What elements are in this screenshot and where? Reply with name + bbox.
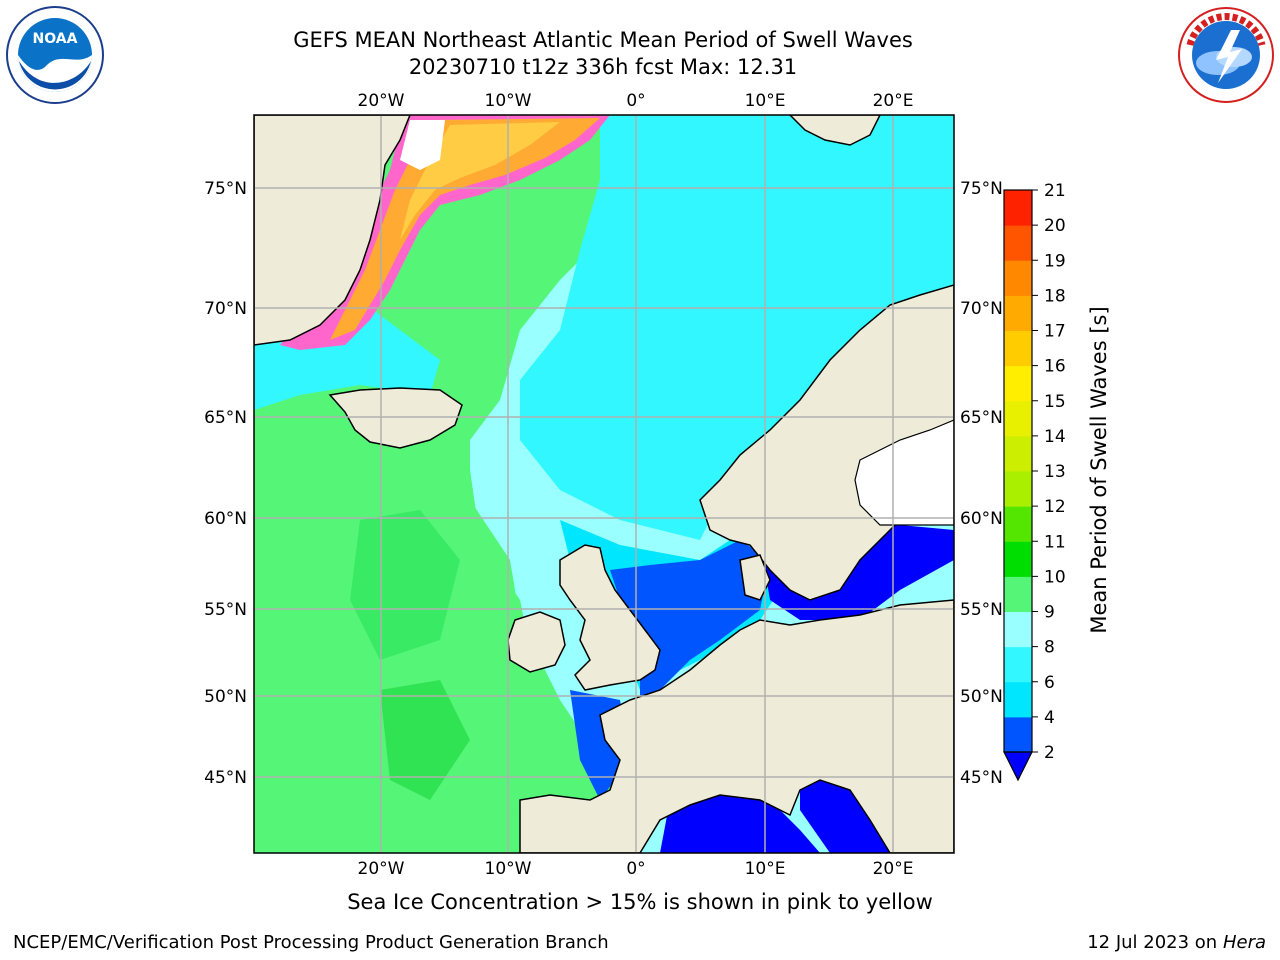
colorbar-segment — [1004, 190, 1032, 226]
colorbar-tick-label: 10 — [1044, 567, 1066, 587]
land — [254, 115, 954, 853]
colorbar-tick-label: 8 — [1044, 638, 1055, 658]
colorbar-tick-label: 16 — [1044, 357, 1066, 377]
colorbar-tick-label: 18 — [1044, 286, 1066, 306]
colorbar-segment — [1004, 435, 1032, 472]
lat-label-left: 50°N — [204, 687, 247, 707]
colorbar-segment — [1004, 506, 1032, 542]
lon-label-top: 10°W — [485, 91, 532, 111]
swell-field-cyan-north — [520, 115, 954, 540]
colorbar-segment — [1004, 541, 1032, 577]
lat-label-right: 55°N — [960, 600, 1003, 620]
colorbar-segment — [1004, 576, 1032, 612]
lat-label-right: 60°N — [960, 509, 1003, 529]
map-frame — [253, 114, 955, 854]
colorbar-tick-label: 15 — [1044, 392, 1066, 412]
mainland-europe — [519, 599, 954, 853]
colorbar-tick-label: 20 — [1044, 216, 1066, 236]
graticule — [254, 115, 954, 853]
lon-label-bottom: 20°W — [358, 859, 405, 879]
footer-credit: NCEP/EMC/Verification Post Processing Pr… — [13, 932, 609, 953]
map-area — [254, 115, 954, 853]
colorbar-tick-label: 2 — [1044, 743, 1055, 763]
colorbar-tick-label: 6 — [1044, 673, 1055, 693]
colorbar-tick-label: 13 — [1044, 462, 1066, 482]
lat-label-left: 75°N — [204, 179, 247, 199]
lon-label-bottom: 10°W — [485, 859, 532, 879]
colorbar-tick-label: 4 — [1044, 708, 1055, 728]
colorbar-segment — [1004, 681, 1032, 718]
colorbar-extend-arrow — [1003, 751, 1033, 782]
colorbar-segment — [1004, 716, 1032, 753]
lat-label-left: 45°N — [204, 768, 247, 788]
lon-label-top: 20°W — [358, 91, 405, 111]
lon-label-bottom: 10°E — [745, 859, 786, 879]
colorbar-segment — [1004, 611, 1032, 648]
colorbar-segment — [1004, 330, 1032, 367]
colorbar-label: Mean Period of Swell Waves [s] — [1087, 306, 1111, 633]
lat-label-right: 65°N — [960, 408, 1003, 428]
colorbar-tick-label: 21 — [1044, 181, 1066, 201]
colorbar-segment — [1004, 646, 1032, 683]
colorbar: 2 4 6 8 9 10 11 12 13 14 15 16 17 18 19 20 21 — [1003, 181, 1066, 782]
colorbar-segment — [1004, 225, 1032, 261]
colorbar-tick-label: 12 — [1044, 497, 1066, 517]
colorbar-segment — [1004, 400, 1032, 437]
lon-label-top: 0° — [626, 91, 645, 111]
colorbar-tick-label: 9 — [1044, 603, 1055, 623]
sea-ice-caption: Sea Ice Concentration > 15% is shown in … — [347, 890, 933, 914]
footer-host: Hera — [1222, 932, 1266, 953]
footer-date-text: 12 Jul 2023 on — [1087, 932, 1223, 953]
lat-label-left: 60°N — [204, 509, 247, 529]
colorbar-segment — [1004, 295, 1032, 331]
noaa-logo-text: NOAA — [33, 31, 78, 47]
colorbar-segment — [1004, 260, 1032, 296]
lon-label-top: 10°E — [745, 91, 786, 111]
colorbar-tick-label: 19 — [1044, 251, 1066, 271]
greenland — [254, 115, 411, 346]
colorbar-segment — [1004, 365, 1032, 402]
lon-label-bottom: 20°E — [873, 859, 914, 879]
colorbar-segment — [1004, 471, 1032, 507]
iceland — [328, 387, 463, 449]
colorbar-tick-label: 11 — [1044, 532, 1066, 552]
lat-label-left: 65°N — [204, 408, 247, 428]
nws-logo — [1178, 7, 1274, 103]
colorbar-tick-label: 17 — [1044, 322, 1066, 342]
svalbard — [788, 115, 881, 146]
chart-subtitle: 20230710 t12z 336h fcst Max: 12.31 — [408, 55, 798, 79]
lon-label-bottom: 0° — [626, 859, 645, 879]
lat-label-right: 75°N — [960, 179, 1003, 199]
ireland — [507, 611, 566, 673]
lat-label-left: 55°N — [204, 600, 247, 620]
lat-label-right: 70°N — [960, 299, 1003, 319]
noaa-logo: NOAA — [6, 6, 104, 104]
lon-label-top: 20°E — [873, 91, 914, 111]
chart-title: GEFS MEAN Northeast Atlantic Mean Period… — [293, 28, 913, 52]
lat-label-left: 70°N — [204, 299, 247, 319]
colorbar-tick-label: 14 — [1044, 427, 1066, 447]
lat-label-right: 45°N — [960, 768, 1003, 788]
footer-date: 12 Jul 2023 on Hera — [1087, 932, 1266, 953]
lat-label-right: 50°N — [960, 687, 1003, 707]
great-britain — [559, 544, 661, 691]
